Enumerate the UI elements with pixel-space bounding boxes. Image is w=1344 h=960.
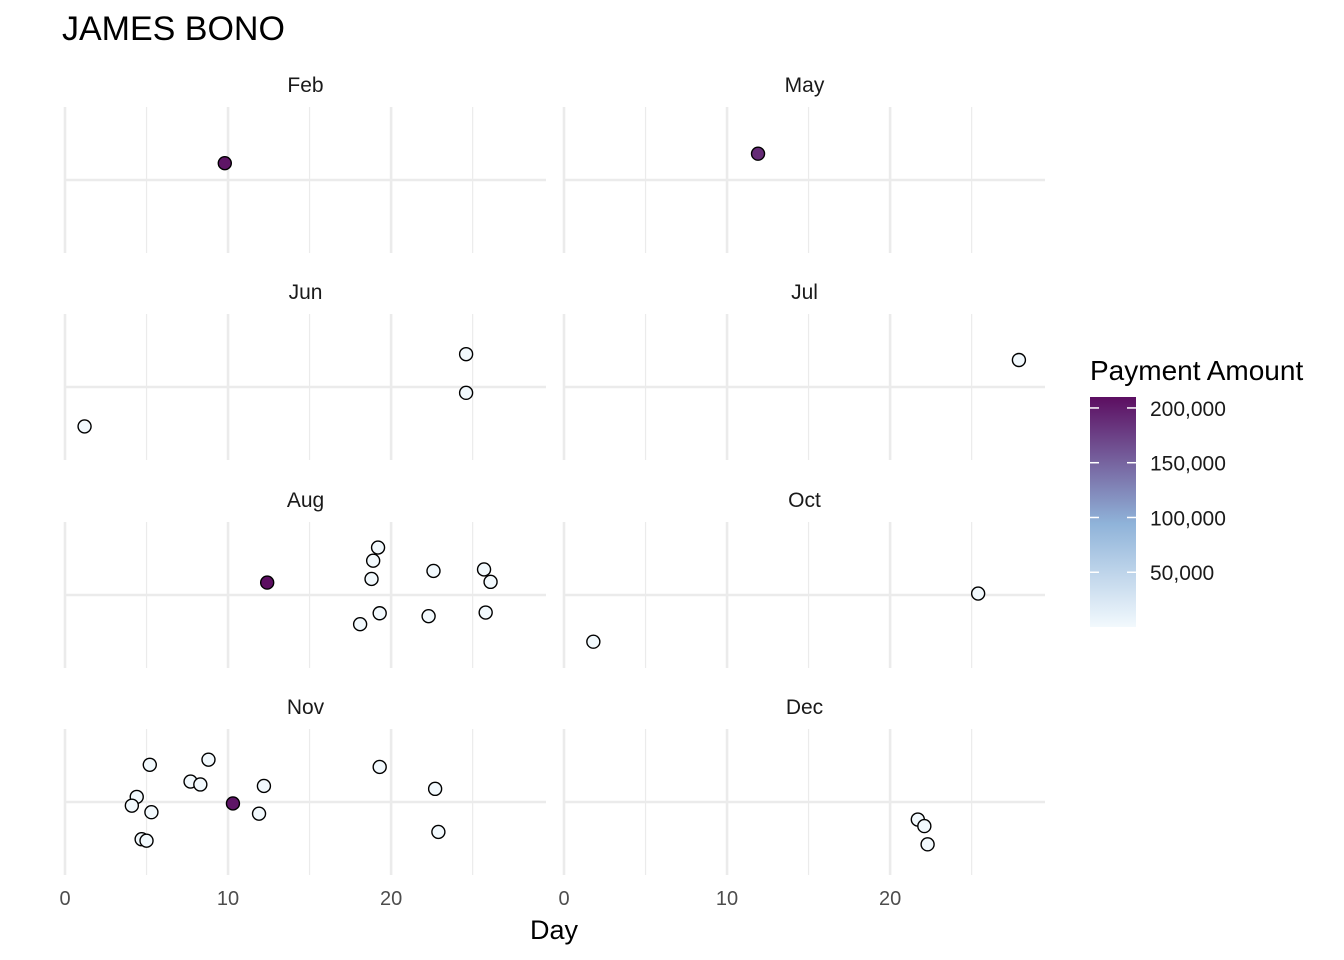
payment-point bbox=[251, 806, 267, 821]
payment-point bbox=[142, 757, 157, 772]
payment-point bbox=[217, 156, 232, 171]
x-tick-label: 20 bbox=[879, 888, 901, 910]
legend-ticks: 200,000 150,000 100,000 50,000 bbox=[1090, 398, 1226, 585]
legend-tick-label: 50,000 bbox=[1150, 562, 1214, 585]
payment-point bbox=[421, 608, 436, 624]
payment-point bbox=[124, 798, 140, 813]
payment-point bbox=[201, 752, 216, 767]
facet-strip-label: Aug bbox=[287, 489, 324, 512]
payment-point bbox=[970, 586, 986, 601]
facet-panel-dec: Dec bbox=[562, 696, 1045, 875]
legend-title: Payment Amount bbox=[1090, 355, 1303, 386]
payment-point bbox=[77, 419, 92, 434]
x-axis-title: Day bbox=[530, 915, 579, 945]
payment-point bbox=[431, 824, 446, 840]
x-tick-label: 10 bbox=[716, 888, 738, 910]
facet-panel-jun: Jun bbox=[63, 281, 546, 460]
facet-panels: Feb May Jun Jul Aug Oct Nov Dec bbox=[63, 74, 1045, 875]
payment-point bbox=[225, 796, 241, 811]
facet-strip-label: Nov bbox=[287, 696, 325, 719]
payment-point bbox=[144, 805, 159, 820]
payment-point bbox=[364, 571, 379, 587]
payment-point bbox=[372, 759, 387, 775]
payment-point bbox=[352, 617, 368, 632]
facet-panel-oct: Oct bbox=[562, 489, 1045, 668]
payment-point bbox=[370, 540, 386, 555]
payment-point bbox=[458, 385, 474, 401]
facet-panel-may: May bbox=[562, 74, 1045, 253]
payment-point bbox=[256, 778, 272, 794]
payment-point bbox=[372, 606, 387, 621]
payment-point bbox=[483, 574, 498, 590]
legend-tick-label: 150,000 bbox=[1150, 453, 1226, 476]
facet-strip-label: May bbox=[785, 74, 825, 97]
legend-tick-label: 100,000 bbox=[1150, 507, 1226, 530]
facet-strip-label: Oct bbox=[788, 489, 821, 512]
x-axes: 0 10 20 0 10 20 bbox=[59, 888, 901, 910]
facet-strip-label: Dec bbox=[786, 696, 823, 719]
payment-point bbox=[365, 553, 381, 568]
facet-strip-label: Feb bbox=[287, 74, 323, 97]
facet-panel-nov: Nov bbox=[63, 696, 546, 875]
payment-point bbox=[458, 346, 474, 362]
payment-point bbox=[259, 575, 275, 590]
payment-point bbox=[139, 833, 154, 848]
payment-point bbox=[478, 605, 493, 620]
chart-title: JAMES BONO bbox=[62, 10, 285, 48]
x-tick-label: 20 bbox=[380, 888, 402, 910]
payment-point bbox=[476, 562, 492, 577]
payment-point bbox=[750, 146, 766, 161]
x-tick-label: 0 bbox=[59, 888, 70, 910]
x-tick-label: 10 bbox=[217, 888, 239, 910]
payment-point bbox=[920, 837, 935, 852]
payment-point bbox=[193, 777, 208, 792]
legend-colorbar bbox=[1090, 397, 1136, 627]
payment-point bbox=[427, 781, 443, 797]
facet-panel-jul: Jul bbox=[562, 281, 1045, 460]
legend-tick-label: 200,000 bbox=[1150, 398, 1226, 421]
x-tick-label: 0 bbox=[558, 888, 569, 910]
facet-strip-label: Jul bbox=[791, 281, 818, 304]
payment-point bbox=[586, 634, 601, 649]
color-legend: Payment Amount 200,000 150,000 100,000 50,0… bbox=[1090, 355, 1303, 627]
facet-panel-feb: Feb bbox=[63, 74, 546, 253]
payment-point bbox=[1011, 352, 1027, 368]
facet-panel-aug: Aug bbox=[63, 489, 546, 668]
payment-point bbox=[426, 563, 441, 579]
payment-point bbox=[917, 818, 932, 834]
facet-strip-label: Jun bbox=[289, 281, 323, 304]
